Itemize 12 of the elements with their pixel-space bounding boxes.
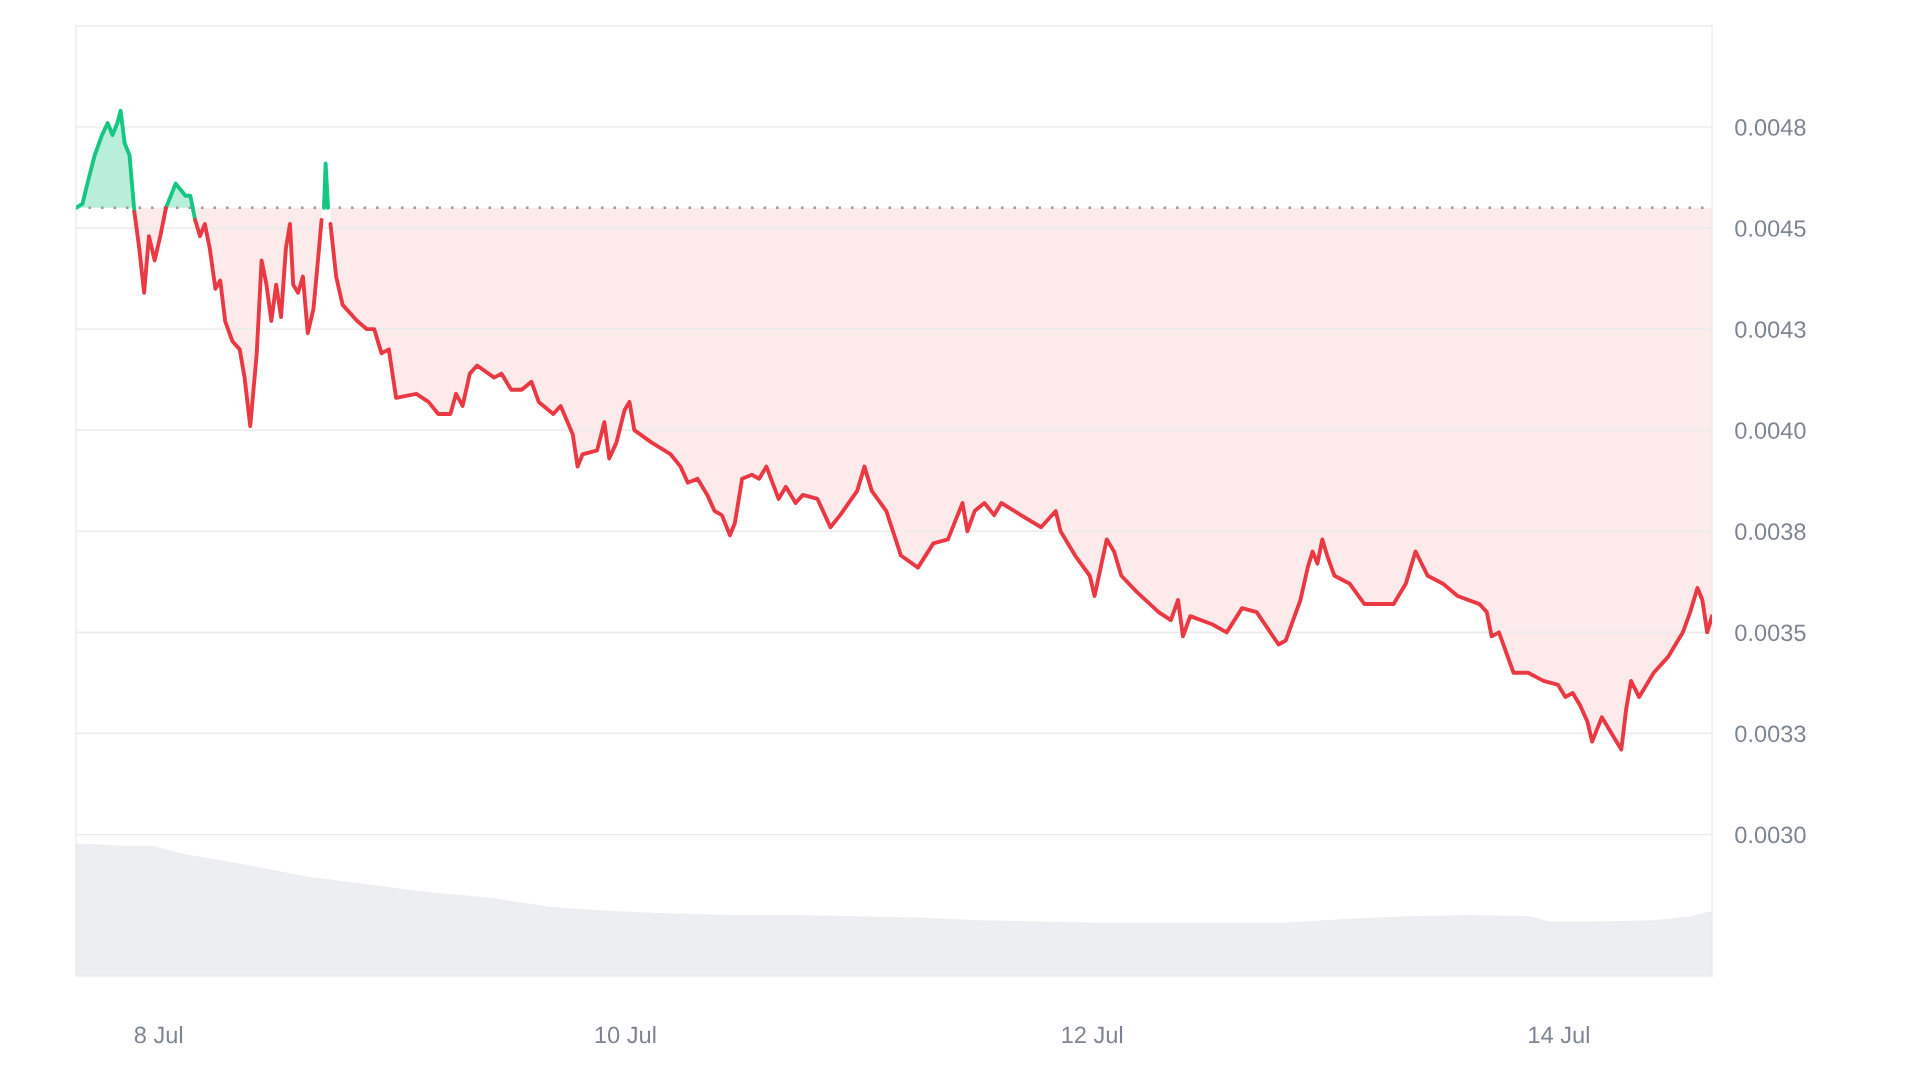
y-tick-label: 0.0048 [1735,119,1806,136]
y-tick-label: 0.0038 [1735,523,1806,541]
x-tick-label: 14 Jul [1529,1026,1589,1044]
x-tick-label: 12 Jul [1062,1026,1123,1044]
x-tick-label: 10 Jul [595,1026,656,1044]
y-tick-label: 0.0033 [1735,725,1806,743]
y-tick-label: 0.0045 [1735,220,1806,237]
y-tick-label: 0.0035 [1735,624,1806,642]
y-tick-label: 0.0030 [1735,826,1806,844]
y-tick-label: 0.0040 [1735,422,1806,439]
x-tick-label: 8 Jul [134,1026,183,1044]
y-tick-label: 0.0043 [1735,321,1806,338]
